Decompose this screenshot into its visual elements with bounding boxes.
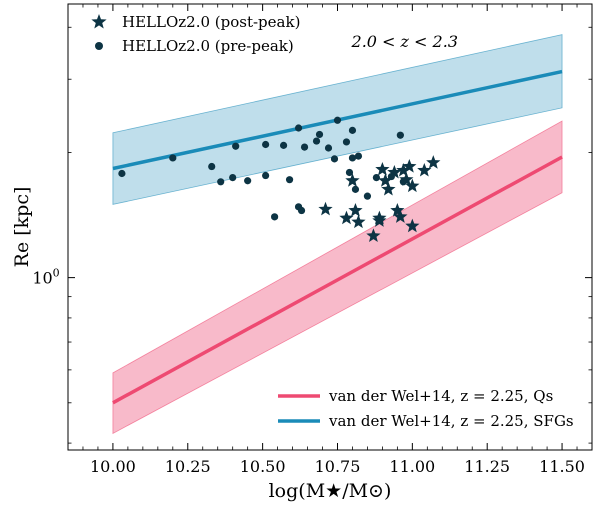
star-point — [372, 213, 387, 227]
star-point — [426, 155, 441, 169]
legend-bottom: van der Wel+14, z = 2.25, Qs van der Wel+… — [278, 387, 574, 430]
circle-point — [297, 206, 306, 215]
circle-point — [262, 171, 270, 180]
tick-labels: 10.00 10.25 10.50 10.75 11.00 11.25 11.50 100 — [32, 267, 585, 476]
star-point — [348, 203, 363, 217]
circle-point — [300, 143, 309, 151]
plot-frame — [67, 3, 593, 451]
x-tick-label: 11.50 — [539, 457, 585, 476]
star-point — [402, 159, 417, 173]
legend-circle-icon — [95, 42, 103, 50]
circle-point — [271, 213, 279, 221]
circle-point — [312, 137, 321, 145]
axis-ticks — [67, 4, 593, 450]
circle-point — [285, 176, 294, 184]
star-point — [390, 203, 405, 217]
circle-point — [244, 177, 252, 185]
circle-point — [118, 169, 126, 178]
circle-point — [330, 155, 339, 163]
star-point — [417, 162, 432, 177]
relation-bands — [112, 34, 563, 435]
circle-point — [333, 116, 342, 124]
star-point — [405, 218, 420, 233]
data-points — [118, 116, 441, 242]
legend-top: HELLOz2.0 (post-peak) HELLOz2.0 (pre-peak… — [91, 13, 300, 55]
circle-point — [396, 131, 404, 139]
y-axis-label: Re [kpc] — [11, 187, 33, 268]
x-tick-label: 10.75 — [315, 457, 361, 476]
star-point — [345, 173, 360, 187]
star-point — [318, 201, 333, 216]
star-point — [399, 172, 414, 186]
legend-top-label: HELLOz2.0 (pre-peak) — [122, 37, 294, 55]
circle-point — [315, 130, 324, 139]
line-qs — [112, 155, 563, 405]
legend-star-icon — [91, 14, 107, 29]
circle-point — [351, 185, 360, 193]
circle-point — [399, 178, 407, 186]
circle-point — [348, 154, 357, 162]
star-point — [366, 228, 381, 242]
circle-point — [387, 172, 395, 181]
circle-point — [354, 152, 363, 160]
star-point — [351, 214, 366, 229]
circle-point — [279, 141, 288, 149]
circle-point — [229, 173, 237, 182]
band-qs — [112, 120, 563, 435]
circle-point — [348, 126, 357, 134]
x-axis-label: log(M★/M⊙) — [269, 480, 392, 502]
legend-bottom-label: van der Wel+14, z = 2.25, SFGs — [328, 412, 574, 430]
star-point — [378, 173, 393, 187]
circle-point — [262, 140, 270, 149]
star-point — [339, 210, 354, 225]
x-tick-label: 10.25 — [165, 457, 211, 476]
circle-point — [294, 124, 303, 132]
circle-point — [372, 173, 381, 182]
circle-point — [217, 178, 225, 186]
circle-point — [345, 168, 354, 177]
x-tick-label: 11.25 — [464, 457, 510, 476]
star-point — [405, 178, 420, 193]
circle-point — [208, 162, 216, 171]
annotation-redshift: 2.0 < z < 2.3 — [351, 32, 458, 51]
star-point — [387, 164, 402, 179]
circle-point — [169, 154, 177, 162]
x-tick-label: 10.00 — [90, 457, 136, 476]
circle-point — [342, 138, 351, 146]
legend-top-label: HELLOz2.0 (post-peak) — [122, 13, 300, 31]
y-tick-label: 100 — [32, 267, 59, 288]
circle-point — [363, 192, 372, 200]
x-tick-label: 10.50 — [240, 457, 286, 476]
star-point — [381, 181, 396, 196]
legend-bottom-label: van der Wel+14, z = 2.25, Qs — [328, 387, 553, 405]
x-tick-label: 11.00 — [389, 457, 435, 476]
star-point — [375, 161, 390, 176]
circle-point — [324, 144, 333, 152]
star-point — [396, 162, 411, 177]
star-point — [393, 209, 408, 223]
circle-point — [232, 142, 240, 150]
